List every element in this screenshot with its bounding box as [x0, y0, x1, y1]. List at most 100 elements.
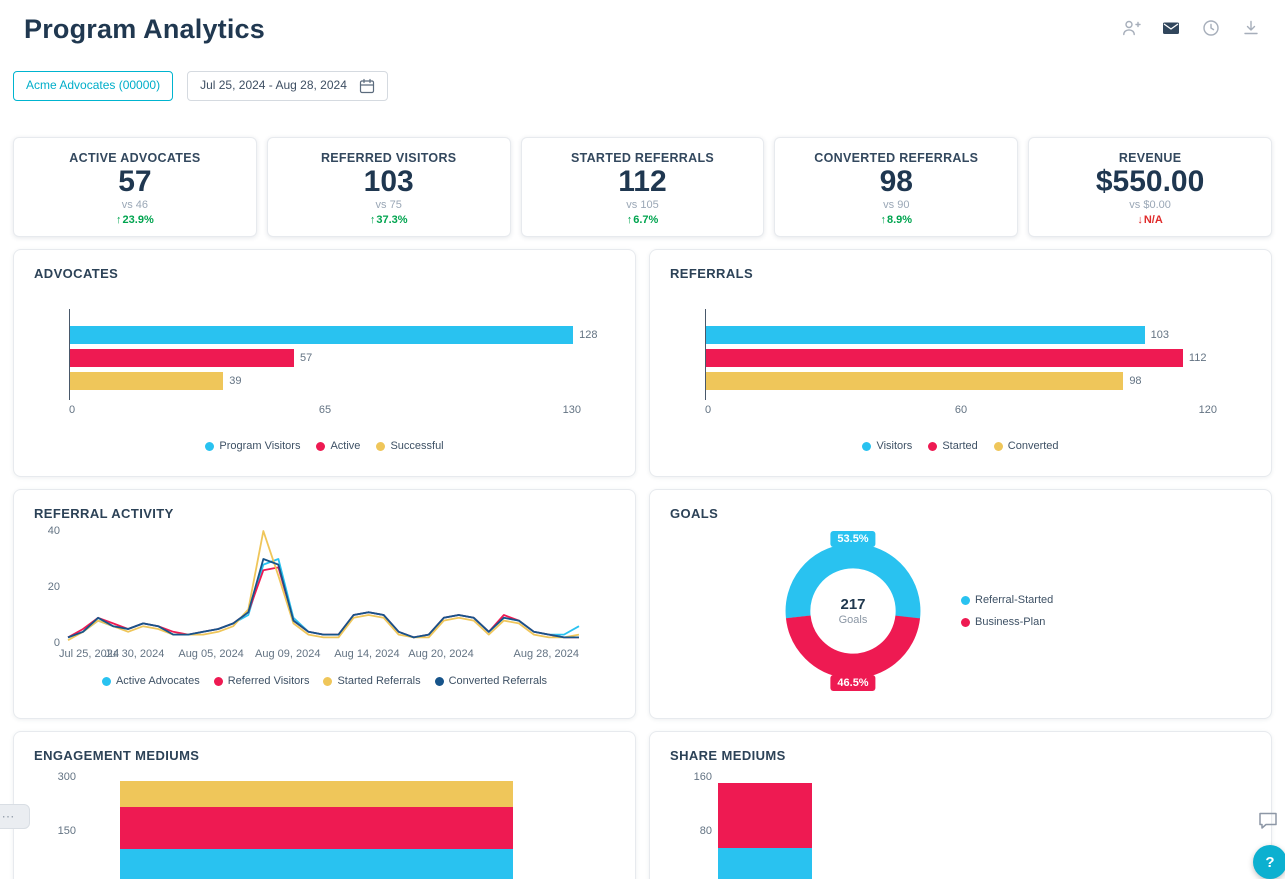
- kpi-value: $550.00: [1095, 165, 1205, 198]
- chat-button[interactable]: [1257, 809, 1279, 834]
- bar: [706, 325, 1145, 344]
- line-plot: [68, 531, 579, 643]
- referrals-bar-chart: 103 112 98 0 60 120 Visitors Started Converted: [670, 309, 1251, 452]
- legend-label: Successful: [390, 440, 444, 453]
- download-icon: [1244, 20, 1258, 35]
- legend-item[interactable]: Visitors: [862, 440, 912, 452]
- stacked-bar-plot: 300 150: [34, 771, 615, 879]
- legend-item[interactable]: Program Visitors: [205, 440, 300, 452]
- legend-item[interactable]: Business-Plan: [961, 616, 1053, 628]
- x-axis-tick: Aug 14, 2024: [334, 648, 400, 661]
- y-axis-tick: 300: [57, 771, 76, 784]
- bar: [70, 371, 224, 390]
- kpi-delta-value: 6.7%: [633, 214, 659, 227]
- slice-percent-badge: 46.5%: [830, 675, 876, 692]
- chart-title: GOALS: [670, 506, 719, 522]
- bar-row: 39: [70, 369, 581, 392]
- legend-item[interactable]: Successful: [376, 440, 444, 453]
- y-axis-tick: 80: [699, 825, 712, 838]
- chart-title: REFERRAL ACTIVITY: [34, 506, 174, 522]
- more-options-button[interactable]: ⋯: [0, 804, 30, 829]
- x-axis-tick: 60: [954, 404, 968, 417]
- clock-icon: [1203, 20, 1219, 36]
- x-axis-tick: 65: [318, 404, 332, 417]
- goals-total: 217: [840, 596, 866, 614]
- advocates-bar-chart: 128 57 39 0 65 130 Program Visitors Active Succe…: [34, 309, 615, 452]
- legend-item[interactable]: Referral-Started: [961, 594, 1053, 606]
- bar-value-label: 39: [229, 374, 242, 387]
- donut-chart-area: 217 Goals 53.5% 46.5% Referral-Started Busine…: [670, 531, 1251, 692]
- kpi-delta: ↓ N/A: [1037, 214, 1263, 226]
- x-axis-tick: Aug 09, 2024: [254, 648, 321, 661]
- legend-label: Active: [330, 440, 361, 453]
- bar: [70, 325, 574, 344]
- legend-dot-icon: [862, 441, 872, 451]
- donut: 217 Goals 53.5% 46.5%: [775, 531, 931, 692]
- add-user-button[interactable]: [1121, 18, 1141, 38]
- up-arrow-icon: ↑: [116, 214, 122, 227]
- kpi-label: REFERRED VISITORS: [320, 151, 457, 165]
- up-arrow-icon: ↑: [880, 214, 887, 227]
- goals-card: GOALS 217 Goals 53.5% 46.5% Referral-Started…: [649, 489, 1272, 720]
- legend-item[interactable]: Started Referrals: [323, 675, 421, 687]
- chart-title: REFERRALS: [670, 266, 754, 282]
- help-button[interactable]: ?: [1253, 845, 1285, 879]
- bar-value-label: 112: [1188, 351, 1207, 364]
- kpi-comparison: vs 46: [121, 199, 149, 212]
- kpi-delta: ↑ 6.7%: [530, 214, 756, 226]
- bar-value-label: 98: [1129, 374, 1142, 387]
- bar-value-label: 103: [1150, 328, 1169, 341]
- referrals-card: REFERRALS 103 112 98 0 60 120 Visitors Started C…: [649, 249, 1272, 478]
- y-axis-tick: 160: [693, 771, 712, 784]
- bar-segment: [718, 847, 812, 879]
- advocates-card: ADVOCATES 128 57 39 0 65 130 Program Visitors A…: [13, 249, 636, 478]
- chart-title: ADVOCATES: [34, 266, 119, 282]
- share-mediums-bar-chart: 160 80: [670, 771, 1251, 879]
- x-axis-tick: Aug 05, 2024: [178, 648, 244, 661]
- kpi-label: REVENUE: [1118, 151, 1182, 165]
- referral-activity-line-chart: 40 20 0 Jul 25, 2024 Jul 30, 2024 Aug 05, 202…: [34, 525, 615, 687]
- x-axis: 0 65 130: [69, 402, 581, 418]
- legend-dot-icon: [993, 441, 1003, 451]
- line-chart-area: 40 20 0: [34, 525, 615, 649]
- goals-total-label: Goals: [838, 614, 868, 627]
- up-arrow-icon: ↑: [369, 214, 376, 227]
- chart-row-1: ADVOCATES 128 57 39 0 65 130 Program Visitors A…: [13, 249, 1272, 478]
- legend-item[interactable]: Referred Visitors: [213, 675, 309, 687]
- x-axis-tick: 0: [705, 404, 712, 417]
- up-arrow-icon: ↑: [626, 214, 633, 227]
- program-filter-button[interactable]: Acme Advocates (00000): [13, 71, 174, 101]
- kpi-comparison: vs 105: [626, 199, 659, 212]
- legend-item[interactable]: Active Advocates: [101, 675, 200, 688]
- history-button[interactable]: [1201, 18, 1221, 38]
- legend-label: Active Advocates: [115, 675, 200, 688]
- legend-dot-icon: [316, 441, 326, 451]
- kpi-comparison: vs 75: [375, 199, 402, 212]
- filter-bar: Acme Advocates (00000) Jul 25, 2024 - Au…: [13, 71, 1285, 101]
- y-axis-tick: 150: [57, 825, 76, 838]
- legend-label: Visitors: [876, 440, 913, 453]
- date-range-button[interactable]: Jul 25, 2024 - Aug 28, 2024: [187, 71, 388, 101]
- stacked-bar: [718, 782, 812, 879]
- kpi-card-active-advocates: ACTIVE ADVOCATES 57 vs 46 ↑ 23.9%: [13, 137, 257, 238]
- legend-item[interactable]: Active: [316, 440, 360, 452]
- mail-button[interactable]: [1161, 18, 1181, 38]
- y-axis-tick: 0: [53, 637, 60, 650]
- download-button[interactable]: [1241, 18, 1261, 38]
- legend-item[interactable]: Converted Referrals: [434, 675, 547, 687]
- legend-item[interactable]: Converted: [993, 440, 1059, 452]
- legend-item[interactable]: Started: [928, 440, 978, 452]
- kpi-comparison: vs 90: [883, 199, 910, 212]
- bar-plot: 103 112 98: [705, 309, 1217, 401]
- kpi-comparison: vs $0.00: [1129, 199, 1171, 212]
- slice-percent-badge: 53.5%: [830, 531, 876, 548]
- legend-dot-icon: [376, 441, 386, 451]
- kpi-delta: ↑ 8.9%: [783, 214, 1009, 226]
- bar: [706, 371, 1124, 390]
- legend: Active Advocates Referred Visitors Started…: [34, 675, 615, 687]
- legend-dot-icon: [928, 441, 938, 451]
- chart-row-3: ENGAGEMENT MEDIUMS 300 150 SHARE MEDIUMS …: [13, 731, 1272, 879]
- kpi-card-converted-referrals: CONVERTED REFERRALS 98 vs 90 ↑ 8.9%: [774, 137, 1019, 238]
- chart-title: SHARE MEDIUMS: [670, 748, 786, 764]
